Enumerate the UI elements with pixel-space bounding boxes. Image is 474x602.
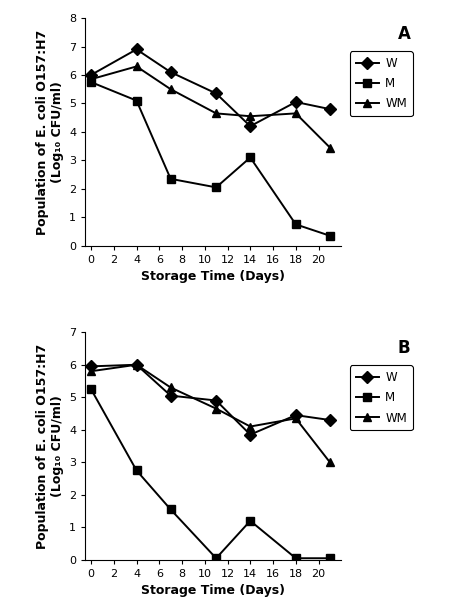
W (88, 72, 94, 79)
W (168, 392, 173, 399)
M (134, 467, 139, 474)
Line: W: W (87, 361, 334, 439)
Legend: W, M, WM: W, M, WM (350, 365, 413, 430)
Line: M: M (87, 78, 334, 240)
M (293, 221, 299, 228)
Line: M: M (87, 385, 334, 562)
W (327, 105, 333, 113)
Line: W: W (87, 45, 334, 131)
M (88, 78, 94, 85)
W (247, 431, 253, 438)
WM (134, 361, 139, 368)
WM (88, 76, 94, 83)
M (327, 232, 333, 240)
W (134, 361, 139, 368)
M (247, 154, 253, 161)
WM (247, 423, 253, 430)
Y-axis label: Population of E. coli O157:H7
(Log₁₀ CFU/ml): Population of E. coli O157:H7 (Log₁₀ CFU… (36, 343, 64, 548)
Line: WM: WM (87, 62, 334, 152)
WM (327, 144, 333, 151)
WM (247, 113, 253, 120)
W (213, 397, 219, 404)
M (134, 97, 139, 104)
Text: A: A (398, 25, 410, 43)
WM (293, 110, 299, 117)
X-axis label: Storage Time (Days): Storage Time (Days) (141, 585, 285, 597)
W (168, 69, 173, 76)
WM (168, 384, 173, 391)
M (168, 506, 173, 513)
Text: B: B (398, 339, 410, 357)
W (247, 123, 253, 130)
M (247, 517, 253, 524)
X-axis label: Storage Time (Days): Storage Time (Days) (141, 270, 285, 284)
WM (88, 368, 94, 375)
WM (168, 85, 173, 93)
Legend: W, M, WM: W, M, WM (350, 51, 413, 116)
Line: WM: WM (87, 361, 334, 467)
M (168, 175, 173, 182)
WM (327, 459, 333, 466)
Y-axis label: Population of E. coli O157:H7
(Log₁₀ CFU/ml): Population of E. coli O157:H7 (Log₁₀ CFU… (36, 29, 64, 235)
W (293, 98, 299, 105)
W (213, 90, 219, 97)
W (293, 412, 299, 419)
W (134, 46, 139, 53)
WM (213, 405, 219, 412)
WM (134, 63, 139, 70)
WM (293, 415, 299, 422)
M (213, 184, 219, 191)
M (88, 385, 94, 393)
W (327, 417, 333, 424)
M (213, 554, 219, 562)
W (88, 363, 94, 370)
M (293, 554, 299, 562)
M (327, 554, 333, 562)
WM (213, 110, 219, 117)
